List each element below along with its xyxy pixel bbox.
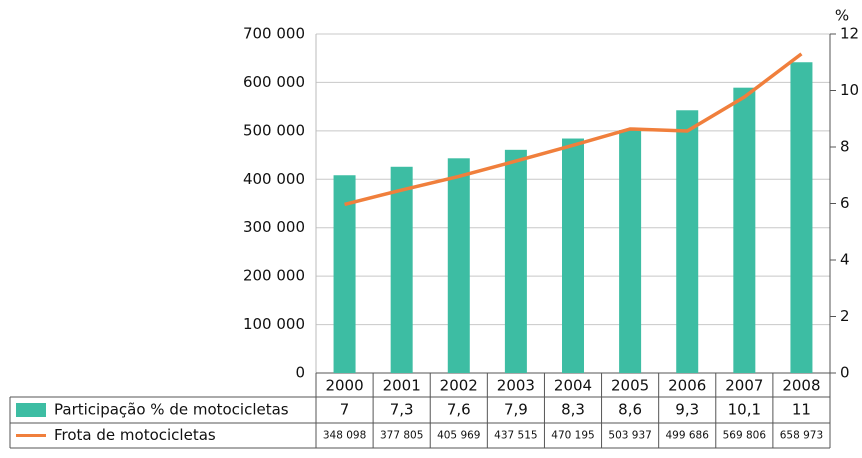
table-value: 7,9 — [504, 401, 528, 419]
x-tick-label: 2002 — [440, 377, 478, 395]
y-tick-label: 600 000 — [243, 73, 305, 91]
bar — [447, 158, 470, 373]
table-value: 7 — [340, 401, 350, 419]
table-value: 377 805 — [380, 430, 423, 442]
table-value: 405 969 — [437, 430, 480, 442]
legend-label: Frota de motocicletas — [54, 426, 216, 444]
bar — [733, 87, 756, 374]
bar — [790, 62, 813, 373]
y-tick-label: 400 000 — [243, 170, 305, 188]
y-tick-label: 0 — [295, 364, 305, 382]
table-value: 7,6 — [447, 401, 471, 419]
y-tick-label: 300 000 — [243, 218, 305, 236]
y2-tick-label: 8 — [840, 138, 850, 156]
bar — [619, 130, 642, 373]
y2-tick-label: 0 — [840, 364, 850, 382]
table-value: 569 806 — [723, 430, 767, 442]
table-value: 437 515 — [494, 430, 537, 442]
x-tick-label: 2008 — [782, 377, 820, 395]
table-value: 470 195 — [551, 430, 594, 442]
y2-tick-label: 6 — [840, 194, 850, 212]
y2-tick-label: 12 — [840, 25, 859, 43]
table-value: 9,3 — [675, 401, 699, 419]
table-value: 503 937 — [608, 430, 651, 442]
x-tick-label: 2007 — [725, 377, 763, 395]
x-tick-label: 2004 — [554, 377, 592, 395]
y2-tick-label: 2 — [840, 307, 850, 325]
table-value: 499 686 — [666, 430, 710, 442]
table-value: 8,6 — [618, 401, 642, 419]
table-value: 658 973 — [780, 430, 823, 442]
y-tick-label: 100 000 — [243, 315, 305, 333]
bar — [562, 138, 584, 373]
y2-tick-label: 10 — [840, 81, 859, 99]
legend-swatch — [16, 403, 46, 417]
y2-tick-label: 4 — [840, 251, 850, 269]
table-value: 8,3 — [561, 401, 585, 419]
x-tick-label: 2005 — [611, 377, 649, 395]
table-value: 348 098 — [323, 430, 366, 442]
legend-label: Participação % de motocicletas — [54, 401, 289, 419]
y-tick-label: 700 000 — [243, 25, 305, 43]
y2-axis-label: % — [835, 7, 849, 25]
bar — [676, 110, 699, 374]
bar — [504, 149, 527, 373]
x-tick-label: 2003 — [497, 377, 535, 395]
line-series — [344, 52, 803, 207]
bar — [333, 175, 356, 373]
x-tick-label: 2006 — [668, 377, 706, 395]
x-tick-label: 2001 — [383, 377, 421, 395]
y-tick-label: 200 000 — [243, 267, 305, 285]
table-value: 11 — [792, 401, 811, 419]
y-tick-label: 500 000 — [243, 121, 305, 139]
table-value: 7,3 — [390, 401, 414, 419]
table-value: 10,1 — [728, 401, 761, 419]
x-tick-label: 2000 — [325, 377, 363, 395]
bar — [390, 166, 413, 373]
